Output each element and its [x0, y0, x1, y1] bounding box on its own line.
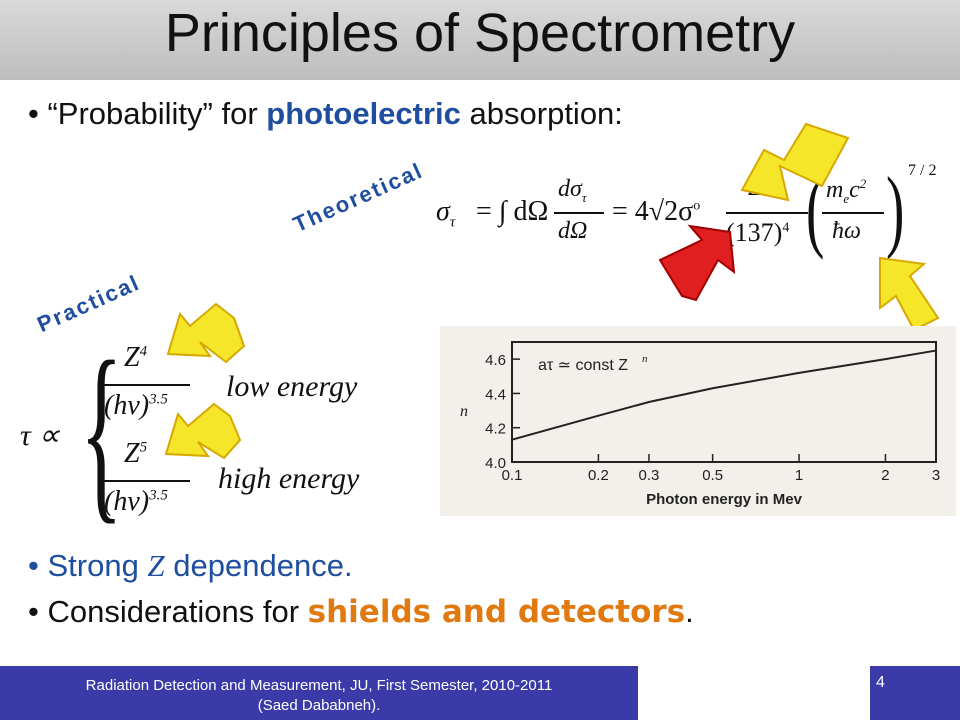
- x-tick-label: 0.2: [588, 467, 609, 484]
- x-tick-label: 2: [881, 467, 889, 484]
- bullet2-z: Z: [147, 548, 165, 583]
- title-bar: Principles of Spectrometry: [0, 0, 960, 80]
- x-tick-label: 0.5: [702, 467, 723, 484]
- frac2-bar: [726, 212, 808, 214]
- frac1-numerator: dστ: [558, 176, 587, 205]
- y-tick-label: 4.0: [485, 455, 506, 472]
- frac1-denominator: dΩ: [558, 218, 588, 244]
- paren-denominator: ħω: [832, 218, 861, 244]
- row2-numerator: Z5: [124, 438, 148, 469]
- y-tick-label: 4.2: [485, 421, 506, 438]
- bullet3-text1: Considerations for: [47, 594, 308, 629]
- bullet-probability: • “Probability” for photoelectric absorp…: [28, 96, 623, 132]
- y-tick-label: 4.4: [485, 386, 506, 403]
- chart-annotation: aτ ≃ const Z: [538, 357, 628, 374]
- footer-line1: Radiation Detection and Measurement, JU,…: [85, 677, 553, 694]
- row2-label: high energy: [218, 462, 360, 495]
- row1-bar: [104, 384, 190, 386]
- red-arrow-137-icon: [658, 224, 736, 302]
- row1-numerator: Z4: [124, 342, 148, 373]
- practical-brace: {: [80, 321, 123, 540]
- frac2-denominator: (137)4: [726, 218, 790, 247]
- y-tick-label: 4.6: [485, 352, 506, 369]
- x-axis-label: Photon energy in Mev: [646, 491, 803, 508]
- x-tick-label: 3: [932, 467, 940, 484]
- chart-annotation-sup: n: [642, 353, 648, 365]
- formula-lhs: στ: [436, 196, 456, 231]
- n-vs-energy-chart: 4.0 4.2 4.4 4.6 0.1 0.2 0.3 0.5 1 2 3 Photon energy…: [460, 341, 940, 508]
- footer-line2: (Saed Dababneh).: [257, 697, 381, 714]
- row1-denominator: (hv)3.5: [104, 390, 168, 421]
- bullet-dot: •: [28, 594, 48, 629]
- x-tick-label: 0.3: [639, 467, 660, 484]
- bullet-dot: •: [28, 548, 48, 583]
- bullet1-close: absorption:: [460, 96, 623, 131]
- row2-bar: [104, 480, 190, 482]
- bullet-strong-z: • Strong Z dependence.: [28, 548, 353, 584]
- formula-coefficient: = 4√2σo: [612, 196, 701, 227]
- bullet2-text1: Strong: [47, 548, 148, 583]
- footer: Radiation Detection and Measurement, JU,…: [0, 666, 638, 720]
- formula-integral: = ∫ dΩ: [476, 196, 549, 227]
- chart-frame: [511, 341, 937, 463]
- x-tick-label: 0.1: [502, 467, 523, 484]
- bullet-dot: •: [28, 96, 48, 131]
- yellow-arrow-hbar-icon: [879, 256, 940, 332]
- series-line: [511, 349, 937, 441]
- paren-numerator: mec2: [826, 176, 867, 206]
- yellow-arrow-z4-icon: [166, 302, 246, 364]
- title-shade: [0, 0, 960, 80]
- y-axis-label: n: [460, 403, 468, 420]
- row1-label: low energy: [226, 370, 358, 403]
- x-tick-label: 1: [795, 467, 803, 484]
- chart-panel: 4.0 4.2 4.4 4.6 0.1 0.2 0.3 0.5 1 2 3 Photon energy…: [440, 326, 956, 516]
- bullet3-text2: .: [685, 594, 694, 629]
- bullet2-text2: dependence.: [164, 548, 353, 583]
- page-number: 4: [870, 666, 960, 720]
- slide-title: Principles of Spectrometry: [164, 3, 796, 63]
- formula-exponent: 7 / 2: [908, 162, 937, 179]
- bullet1-highlight: photoelectric: [266, 96, 461, 131]
- paren-right: ): [886, 158, 905, 260]
- paren-bar: [822, 212, 884, 214]
- bullet-considerations: • Considerations for shields and detecto…: [28, 594, 694, 630]
- practical-lhs: τ ∝: [20, 419, 60, 452]
- row2-denominator: (hv)3.5: [104, 486, 168, 517]
- frac1-bar: [554, 212, 604, 214]
- bullet3-highlight: shields and detectors: [307, 594, 686, 630]
- bullet1-open: “Probability” for: [47, 96, 267, 131]
- yellow-arrow-z5-practical-icon: [164, 402, 242, 460]
- yellow-arrow-z5-icon: [740, 122, 850, 202]
